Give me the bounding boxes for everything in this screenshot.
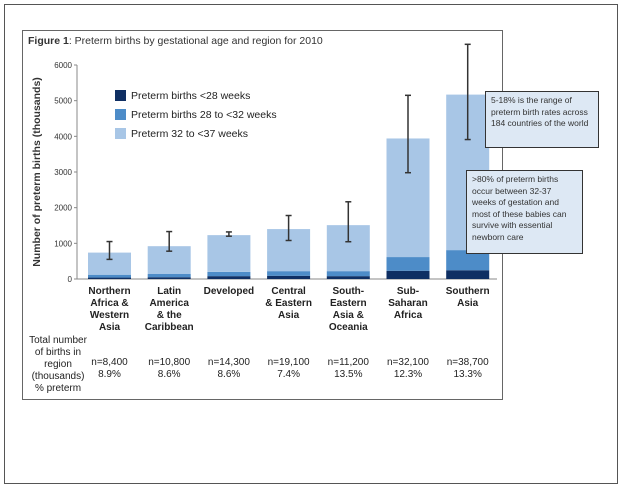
bar-segment [207,276,251,279]
category-label-line: Southern [445,286,490,297]
legend-label: Preterm births 28 to <32 weeks [131,109,277,121]
bar-segment [207,235,251,272]
region-total: n=32,100 12.3% [376,357,440,381]
category-label-line: Oceania [328,322,368,333]
category-label-line: Africa & [90,298,129,309]
bar-segment [147,277,191,279]
legend-label: Preterm 32 to <37 weeks [131,128,248,140]
category-label-line: Asia [98,322,121,333]
y-tick-label: 2000 [54,204,72,213]
category-label: Southern Asia [436,286,500,310]
legend-swatch [115,128,126,139]
total-births: n=38,700 [446,357,489,368]
category-label-line: Northern [88,286,131,297]
percent-preterm: 8.6% [217,369,241,380]
bar-segment [446,270,490,279]
category-label-line: Sub- [396,286,420,297]
category-label-line: South- [332,286,365,297]
bar-segment [88,252,131,275]
bar-segment [207,271,251,277]
category-label-line: Western [89,310,130,321]
legend-label: Preterm births <28 weeks [131,90,250,102]
percent-preterm: 7.4% [277,369,300,380]
category-label: Developed [197,286,261,298]
y-tick-label: 6000 [54,61,72,70]
region-total: n=38,700 13.3% [436,357,500,381]
figure-title: Figure 1: Preterm births by gestational … [28,35,323,47]
percent-preterm: 13.3% [453,369,482,380]
category-label: Latin America & the Caribbean [137,286,201,334]
annotation-majority: >80% of preterm births occur between 32-… [466,170,583,254]
category-label: Sub- Saharan Africa [376,286,440,322]
bar-segment [386,270,430,279]
category-label-line: America [149,298,189,309]
category-label-line: Africa [393,310,423,321]
category-label: Northern Africa & Western Asia [78,286,142,334]
annotation-range: 5-18% is the range of preterm birth rate… [485,91,599,148]
region-total: n=11,200 13.5% [316,357,380,381]
category-label-line: & Eastern [265,298,312,309]
y-tick-label: 0 [68,275,73,284]
y-tick-label: 1000 [54,239,72,248]
category-label-line: Caribbean [144,322,194,333]
percent-preterm: 13.5% [334,369,363,380]
category-label-line: Asia [457,298,479,309]
region-total: n=10,800 8.6% [137,357,201,381]
bar-segment [88,274,131,278]
category-label: Central & Eastern Asia [257,286,321,322]
category-label-line: Asia & [332,310,364,321]
total-births: n=32,100 [387,357,429,368]
bar-segment [446,250,490,271]
total-births: n=14,300 [207,357,250,368]
totals-row-label-line: % preterm [34,383,82,394]
y-tick-label: 5000 [54,97,72,106]
percent-preterm: 12.3% [393,369,423,380]
bar-segment [326,271,370,277]
totals-row-label-line: Total number [29,335,87,346]
category-label: South- Eastern Asia & Oceania [316,286,380,334]
category-label-line: & the [156,310,182,321]
legend-swatch [115,109,126,120]
category-label-line: Eastern [329,298,367,309]
region-total: n=14,300 8.6% [197,357,261,381]
total-births: n=8,400 [91,357,128,368]
totals-row-label: Total number of births in region (thousands… [24,335,92,395]
category-label-line: Saharan [388,298,428,309]
category-label-line: Latin [157,286,182,297]
percent-preterm: 8.6% [157,369,181,380]
figure-number: Figure 1 [28,35,69,47]
bar-segment [88,277,131,279]
totals-row-label-line: of births in [34,347,82,358]
bar-segment [267,275,311,279]
legend-swatch [115,90,126,101]
total-births: n=19,100 [267,357,310,368]
bar-segment [326,276,370,279]
category-label-line: Asia [278,310,300,321]
category-label-line: Central [271,286,306,297]
figure-title-text: : Preterm births by gestational age and … [68,35,323,47]
totals-row-label-line: region [44,359,72,370]
category-label-line: Developed [203,286,255,297]
y-tick-label: 4000 [54,132,72,141]
total-births: n=11,200 [327,357,369,368]
y-axis-label: Number of preterm births (thousands) [31,77,43,267]
outer-frame [4,4,618,484]
region-total: n=19,100 7.4% [257,357,321,381]
total-births: n=10,800 [148,357,191,368]
totals-row-label-line: (thousands) [31,371,85,382]
percent-preterm: 8.9% [98,369,121,380]
bar-segment [267,271,311,276]
y-tick-label: 3000 [54,168,72,177]
bar-segment [147,274,191,278]
bar-segment [386,257,430,271]
region-total: n=8,400 8.9% [78,357,142,381]
